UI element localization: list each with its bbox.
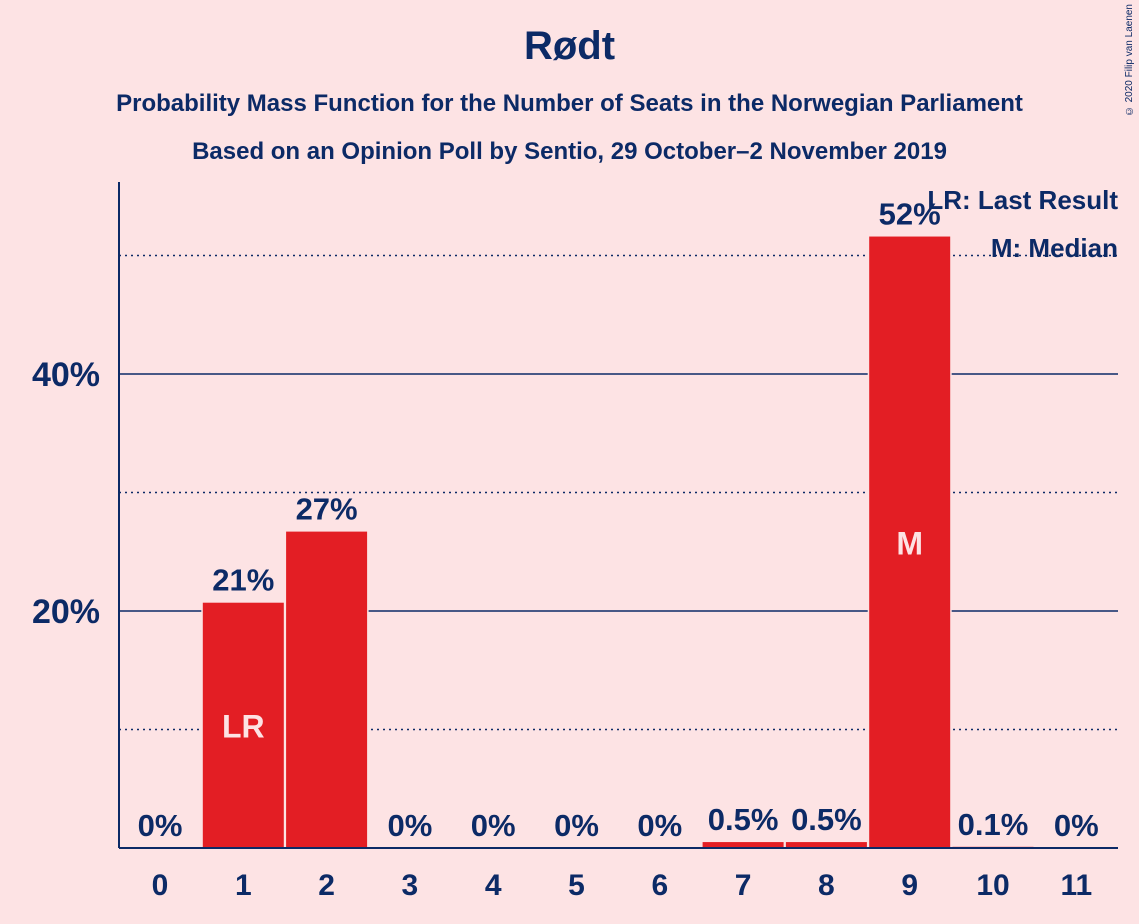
- bar: [869, 236, 951, 849]
- bar: [286, 531, 368, 848]
- bar-value-label: 27%: [296, 492, 358, 527]
- bar-value-label: 21%: [212, 563, 274, 598]
- x-tick-label: 7: [735, 869, 752, 902]
- bar-value-label: 0%: [471, 808, 516, 843]
- x-tick-label: 2: [318, 869, 335, 902]
- chart-title: Rødt: [523, 24, 616, 68]
- x-tick-label: 5: [568, 869, 585, 902]
- y-tick-label: 20%: [32, 593, 100, 631]
- x-tick-label: 10: [976, 869, 1009, 902]
- legend-entry: LR: Last Result: [927, 185, 1118, 215]
- bar-value-label: 0.5%: [791, 802, 862, 837]
- x-tick-label: 9: [901, 869, 918, 902]
- bar-marker-label: LR: [222, 708, 265, 744]
- bar-value-label: 0%: [387, 808, 432, 843]
- bar-value-label: 0%: [138, 808, 183, 843]
- bar: [702, 842, 784, 848]
- chart-subtitle-2: Based on an Opinion Poll by Sentio, 29 O…: [192, 138, 947, 165]
- x-tick-label: 1: [235, 869, 252, 902]
- chart-subtitle-1: Probability Mass Function for the Number…: [116, 90, 1023, 117]
- x-tick-label: 8: [818, 869, 835, 902]
- x-tick-label: 3: [402, 869, 419, 902]
- x-tick-label: 11: [1060, 869, 1092, 902]
- bar-marker-label: M: [896, 525, 923, 561]
- x-tick-label: 6: [651, 869, 668, 902]
- bar-value-label: 0%: [637, 808, 682, 843]
- bar-value-label: 0%: [1054, 808, 1099, 843]
- bar-value-label: 0.5%: [708, 802, 779, 837]
- y-tick-label: 40%: [32, 356, 100, 394]
- legend-entry: M: Median: [991, 233, 1118, 263]
- bar-value-label: 0.1%: [958, 807, 1029, 842]
- x-tick-label: 4: [485, 869, 502, 902]
- bar-value-label: 52%: [879, 197, 941, 232]
- bar: [202, 602, 284, 848]
- bar-value-label: 0%: [554, 808, 599, 843]
- x-tick-label: 0: [152, 869, 169, 902]
- bar: [785, 842, 867, 848]
